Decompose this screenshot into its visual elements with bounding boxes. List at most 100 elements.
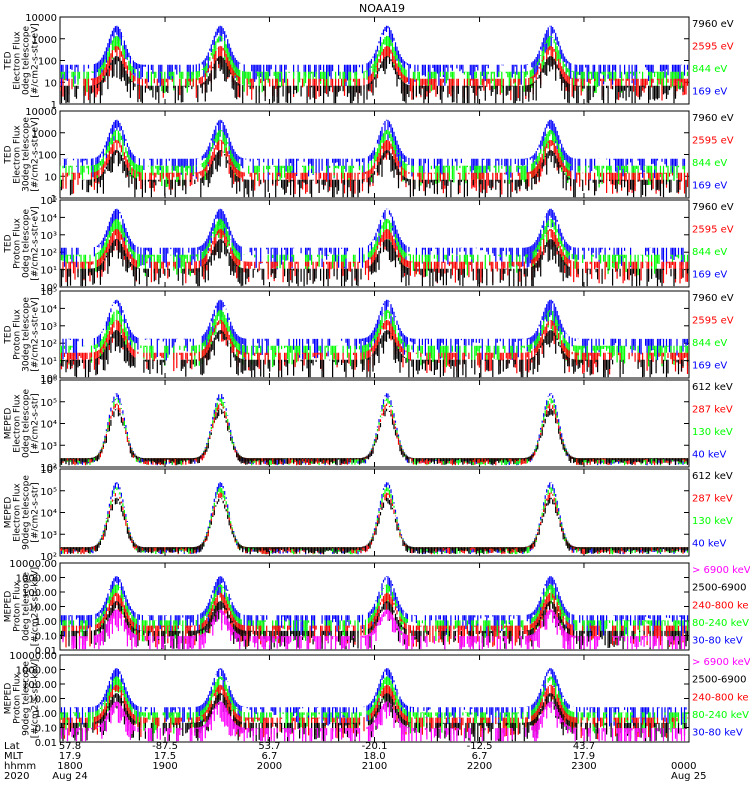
y-tick-label: 10⁴ — [40, 213, 57, 224]
legend-entry: 7960 eV — [692, 19, 734, 30]
legend-entry: 7960 eV — [692, 202, 734, 213]
legend-entry: 30-80 keV — [692, 728, 743, 739]
y-tick-label: 1000.00 — [16, 574, 57, 585]
y-tick-label: 10³ — [40, 231, 57, 242]
y-tick-label: 10000 — [25, 13, 57, 24]
legend-entry: 2595 eV — [692, 41, 734, 52]
data-traces — [60, 668, 689, 742]
y-axis-label-line: 30deg telescope — [22, 297, 32, 372]
y-axis-label-line: 30deg telescope — [22, 117, 32, 192]
y-axis-label-line: Proton Flux — [13, 581, 23, 632]
x-date-label: Aug 25 — [671, 771, 706, 782]
y-tick-label: 10¹ — [40, 357, 57, 368]
y-axis-label-line: 90deg telescope — [22, 661, 32, 736]
y-tick-label: 10⁰ — [40, 374, 57, 385]
y-tick-label: 10000.00 — [9, 651, 57, 662]
x-lat-label: 53.7 — [258, 741, 280, 752]
y-axis-label: TEDElectron Flux0deg telescope[#/cm2-s-s… — [4, 23, 41, 98]
y-tick-label: 10 — [44, 78, 57, 89]
legend-entry: 169 eV — [692, 180, 727, 191]
series-2595-ev — [62, 139, 689, 195]
y-tick-label: 10⁶ — [40, 376, 57, 387]
legend-entry: 169 eV — [692, 360, 727, 371]
series-844-ev — [60, 129, 686, 188]
series-7960-ev — [60, 150, 687, 198]
y-axis-label-line: 0deg telescope — [22, 389, 32, 459]
series-130-kev — [60, 398, 689, 466]
row-label: MLT — [4, 751, 24, 762]
y-tick-label: 10¹ — [40, 266, 57, 277]
y-tick-label: 10³ — [40, 322, 57, 333]
y-axis-label-line: MEPED — [4, 497, 14, 529]
panel-2: 10000 1000 100 10 1 TEDElectron Flux30deg tel… — [4, 107, 734, 205]
y-tick-label: 1 — [51, 100, 57, 111]
y-tick-label: 10⁵ — [40, 487, 57, 498]
series-287-kev — [60, 403, 689, 466]
x-lat-label: 57.8 — [59, 741, 81, 752]
legend-entry: 2595 eV — [692, 315, 734, 326]
y-axis-label: MEPEDProton Flux0deg telescope[#/cm2-s-s… — [4, 567, 41, 646]
y-axis-label: MEPEDProton Flux90deg telescope[#/cm2-s-… — [4, 659, 41, 738]
x-lat-label: -87.5 — [152, 741, 178, 752]
x-mlt-label: 6.7 — [262, 751, 278, 762]
row-label: Lat — [4, 741, 20, 752]
series-30-80-kev — [60, 668, 687, 729]
series-287-kev — [60, 492, 689, 555]
y-tick-label: 10000.00 — [9, 559, 57, 570]
y-axis-label-line: MEPED — [4, 591, 14, 623]
x-lat-label: -12.5 — [467, 741, 493, 752]
legend-entry: 844 eV — [692, 64, 727, 75]
legend-entry: 2595 eV — [692, 224, 734, 235]
y-tick-label: 0.01 — [35, 738, 57, 749]
y-tick-label: 10000 — [25, 107, 57, 118]
y-axis-label-line: [#/cm2-s-str-eV] — [31, 297, 41, 372]
y-axis-label-line: [#/cm2-s-str-eV] — [31, 23, 41, 98]
y-axis-label-line: Electron Flux — [13, 394, 23, 453]
series-7960-ev — [60, 239, 689, 287]
y-tick-label: 10⁴ — [40, 304, 57, 315]
y-axis-label-line: Proton Flux — [13, 673, 23, 724]
chart-title: NOAA19 — [359, 2, 405, 15]
y-axis-label-line: Proton Flux — [13, 218, 23, 269]
legend-entry: 287 keV — [692, 404, 733, 415]
legend-entry: 130 keV — [692, 427, 733, 438]
legend-entry: 2500-6900 — [692, 675, 747, 686]
legend-entry: 80-240 keV — [692, 618, 749, 629]
legend-entry: 612 keV — [692, 471, 733, 482]
y-tick-label: 10⁴ — [40, 420, 57, 431]
panel-1: 10000 1000 100 10 1 TEDElectron Flux0deg tele… — [4, 13, 734, 111]
legend-entry: 7960 eV — [692, 293, 734, 304]
data-traces — [60, 482, 689, 555]
y-tick-label: 10² — [40, 552, 57, 563]
y-axis-label-line: Electron Flux — [13, 31, 23, 90]
x-mlt-label: 17.9 — [573, 751, 595, 762]
y-tick-label: 1000 — [32, 129, 57, 140]
legend-entry: 844 eV — [692, 247, 727, 258]
x-mlt-label: 6.7 — [472, 751, 488, 762]
y-tick-label: 1 — [51, 194, 57, 205]
legend-entry: 130 keV — [692, 516, 733, 527]
x-hhmm-label: 0000 — [671, 761, 696, 772]
x-hhmm-label: 2200 — [467, 761, 492, 772]
series-130-kev — [60, 487, 689, 555]
y-tick-label: 10³ — [40, 530, 57, 541]
y-axis-label-line: Electron Flux — [13, 125, 23, 184]
x-hhmm-label: 1900 — [152, 761, 177, 772]
series-7960-ev — [60, 56, 684, 104]
y-tick-label: 1000 — [32, 35, 57, 46]
y-tick-label: 0.10 — [35, 724, 57, 735]
y-axis-label-line: [#/cm2-s-str-eV] — [31, 206, 41, 281]
series-40-kev — [60, 482, 689, 555]
y-axis-label-line: TED — [4, 325, 14, 344]
y-tick-label: 0.01 — [35, 646, 57, 657]
y-axis-label: TEDProton Flux30deg telescope[#/cm2-s-st… — [4, 297, 41, 372]
y-tick-label: 10⁰ — [40, 283, 57, 294]
y-axis-label: TEDProton Flux0deg telescope[#/cm2-s-str… — [4, 206, 41, 281]
data-traces — [60, 393, 689, 466]
x-lat-label: -20.1 — [362, 741, 388, 752]
series-240-800-ke — [62, 592, 687, 648]
legend-entry: 30-80 keV — [692, 636, 743, 647]
y-axis-label-line: MEPED — [4, 683, 14, 715]
x-hhmm-label: 2100 — [362, 761, 387, 772]
row-label: hhmm — [4, 761, 36, 772]
